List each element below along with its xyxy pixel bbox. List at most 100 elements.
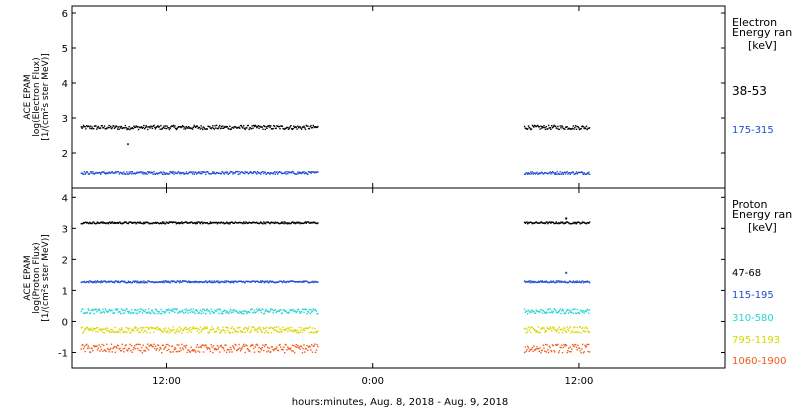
- data-point: [557, 343, 559, 346]
- data-point: [85, 128, 87, 130]
- data-point: [89, 221, 91, 224]
- data-point: [181, 281, 183, 283]
- data-point: [575, 346, 578, 348]
- data-point: [280, 125, 283, 127]
- data-point: [287, 173, 289, 175]
- data-point: [214, 125, 216, 127]
- data-point: [548, 281, 551, 284]
- data-point: [244, 170, 246, 173]
- data-point: [82, 331, 85, 333]
- data-point: [185, 326, 187, 328]
- data-point: [82, 312, 85, 315]
- data-point: [139, 280, 141, 283]
- data-point: [299, 312, 301, 314]
- data-point: [533, 126, 535, 128]
- data-point: [530, 348, 533, 351]
- data-point: [290, 125, 292, 127]
- data-point: [182, 311, 185, 314]
- data-point: [113, 172, 116, 174]
- data-point: [588, 343, 590, 346]
- data-point: [164, 223, 166, 225]
- data-point: [587, 173, 589, 175]
- data-point: [317, 313, 319, 315]
- data-point: [173, 126, 175, 128]
- data-point: [267, 221, 270, 223]
- data-point: [85, 221, 87, 223]
- data-point: [127, 173, 130, 175]
- data-point: [294, 126, 297, 128]
- data-point: [532, 350, 534, 353]
- data-point: [553, 308, 555, 310]
- data-point: [93, 222, 96, 224]
- data-point: [209, 125, 211, 128]
- data-point: [157, 326, 159, 328]
- data-point: [227, 127, 229, 130]
- data-point: [217, 281, 219, 284]
- data-point: [127, 329, 130, 331]
- data-point: [242, 222, 244, 225]
- data-point: [539, 172, 541, 175]
- data-point: [134, 326, 137, 328]
- data-point: [194, 281, 196, 284]
- data-point: [126, 281, 128, 284]
- data-point: [547, 281, 549, 284]
- data-point: [114, 309, 116, 311]
- data-point: [528, 126, 530, 129]
- data-point: [134, 221, 137, 224]
- data-point: [155, 308, 157, 311]
- data-point: [317, 281, 319, 283]
- data-point: [213, 280, 215, 282]
- data-point: [311, 171, 314, 173]
- data-point: [106, 281, 109, 283]
- data-point: [309, 281, 311, 284]
- data-point: [223, 330, 226, 332]
- data-point: [290, 172, 293, 174]
- data-point: [92, 308, 94, 310]
- data-point: [251, 344, 253, 346]
- data-point: [192, 326, 195, 328]
- data-point: [222, 281, 224, 283]
- data-point: [525, 172, 527, 174]
- data-point: [247, 310, 249, 313]
- data-point: [528, 329, 530, 331]
- data-point: [211, 280, 213, 282]
- data-point: [93, 313, 96, 315]
- data-point: [248, 326, 250, 328]
- data-point: [300, 127, 302, 129]
- data-point: [526, 328, 528, 330]
- data-point: [541, 312, 544, 315]
- data-point: [550, 128, 552, 130]
- data-point: [304, 329, 306, 332]
- data-point: [255, 311, 257, 313]
- data-point: [585, 127, 587, 130]
- data-point: [256, 343, 258, 346]
- data-point: [571, 312, 573, 314]
- data-point: [101, 125, 103, 127]
- data-point: [588, 127, 590, 129]
- data-point: [104, 349, 106, 352]
- data-point: [147, 349, 150, 351]
- data-point: [317, 125, 319, 128]
- data-point: [164, 172, 166, 174]
- data-point: [307, 310, 309, 312]
- data-point: [571, 281, 574, 284]
- data-point: [246, 313, 248, 315]
- data-point: [191, 171, 193, 173]
- data-point: [270, 222, 272, 224]
- data-point: [270, 125, 272, 127]
- data-point: [277, 349, 279, 352]
- data-point: [232, 127, 235, 129]
- data-point: [273, 222, 276, 225]
- data-point: [281, 312, 283, 314]
- data-point: [208, 281, 210, 283]
- data-point: [528, 350, 530, 352]
- data-point: [547, 281, 550, 284]
- data-point: [102, 280, 104, 283]
- data-point: [303, 328, 305, 330]
- data-point: [538, 331, 540, 334]
- data-point: [245, 221, 247, 223]
- data-point: [185, 221, 187, 223]
- data-point: [228, 128, 230, 130]
- data-point: [225, 312, 227, 314]
- data-point: [219, 172, 221, 174]
